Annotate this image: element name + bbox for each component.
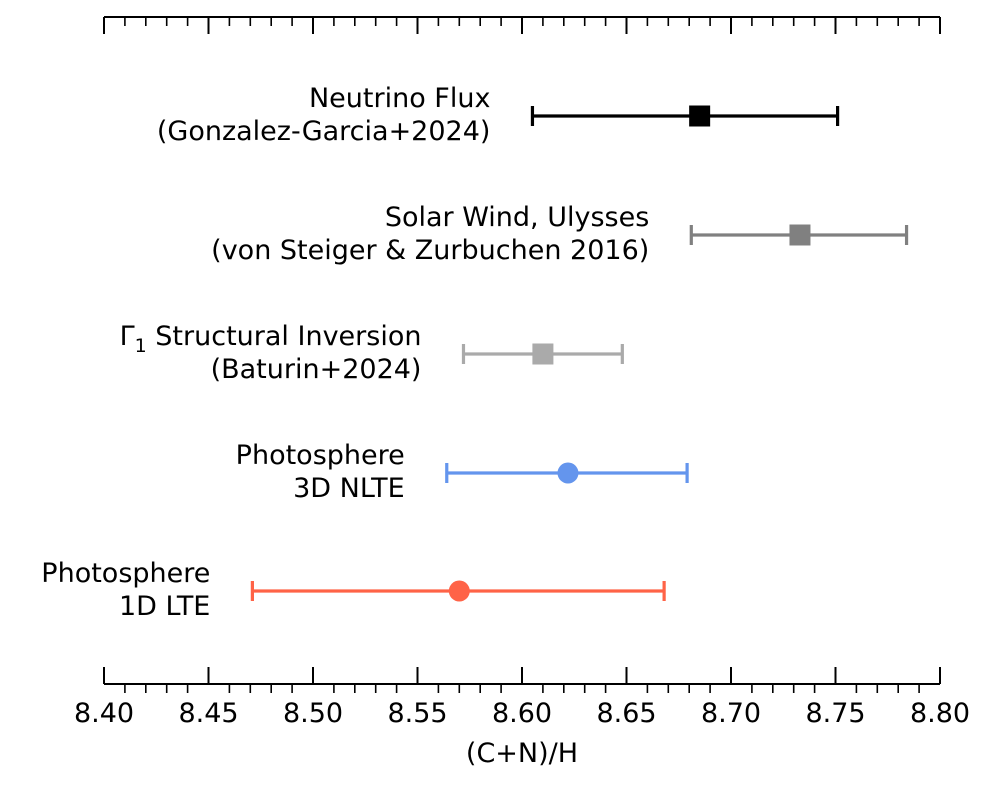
row-label-line: Photosphere [41,558,210,589]
row-label-line: Neutrino Flux [309,83,490,114]
x-tick-label: 8.75 [805,698,865,729]
row-label-line: Solar Wind, Ulysses [385,202,649,233]
x-tick-label: 8.70 [701,698,761,729]
data-rows: Neutrino Flux(Gonzalez-Garcia+2024) Solar… [41,83,909,622]
data-row: Γ1 Structural Inversion(Baturin+2024) [120,321,624,385]
row-label-line: (von Steiger & Zurbuchen 2016) [211,235,649,266]
data-row: Neutrino Flux(Gonzalez-Garcia+2024) [157,83,840,147]
data-point-circle [448,580,470,602]
data-point-square [689,105,711,127]
x-tick-label: 8.65 [596,698,656,729]
x-tick-label: 8.45 [178,698,238,729]
row-label-line: Photosphere [236,440,405,471]
row-label-line: (Gonzalez-Garcia+2024) [157,116,491,147]
data-point-circle [557,462,579,484]
row-label-line: 3D NLTE [293,473,405,504]
row-label-line: Γ1 Structural Inversion [120,321,422,357]
data-row: Solar Wind, Ulysses(von Steiger & Zurbuc… [211,202,909,266]
x-axis-title: (C+N)/H [466,738,578,769]
x-tick-label: 8.55 [387,698,447,729]
x-tick-label: 8.80 [910,698,970,729]
row-label-line: 1D LTE [119,591,210,622]
row-label-line: (Baturin+2024) [211,354,422,385]
x-tick-label: 8.40 [74,698,134,729]
data-point-square [532,343,554,365]
x-tick-label: 8.50 [283,698,343,729]
data-point-square [789,224,811,246]
x-tick-label: 8.60 [492,698,552,729]
top-axis [103,16,941,34]
bottom-axis: 8.40 8.45 8.50 8.55 8.60 8.65 8.70 8.75 8.80 [74,667,970,729]
